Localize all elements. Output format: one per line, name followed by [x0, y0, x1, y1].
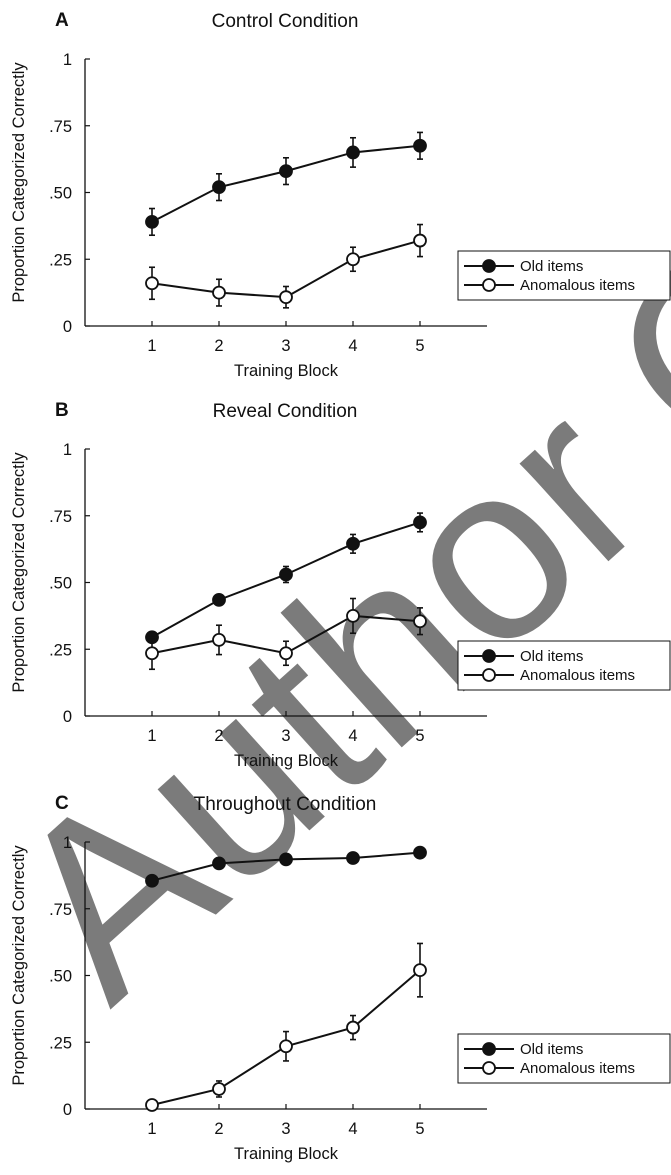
x-tick-label: 4 — [348, 337, 357, 355]
x-tick-label: 3 — [281, 337, 290, 355]
data-point — [212, 633, 226, 647]
y-tick-label: .50 — [49, 968, 72, 986]
data-point — [279, 852, 293, 867]
legend-label: Anomalous items — [520, 277, 635, 294]
x-tick-label: 3 — [281, 727, 290, 745]
y-tick-label: .50 — [49, 185, 72, 203]
data-point — [212, 592, 226, 607]
legend-marker — [482, 668, 496, 682]
data-point — [279, 646, 293, 661]
data-point — [346, 851, 360, 865]
panel-letter: B — [55, 400, 69, 421]
y-tick-label: .50 — [49, 575, 72, 593]
y-tick-label: 0 — [63, 1101, 72, 1119]
x-tick-label: 5 — [415, 1120, 424, 1138]
y-tick-label: .25 — [49, 641, 72, 659]
chart-area: 0 .25 .50 .75 1 1 2 3 4 5 Training Block Proportion… — [10, 834, 671, 1163]
x-axis-label: Training Block — [234, 362, 339, 380]
x-tick-label: 5 — [415, 337, 424, 355]
y-tick-label: .25 — [49, 251, 72, 269]
y-axis-label: Proportion Categorized Correctly — [10, 452, 28, 693]
data-point — [145, 646, 159, 661]
y-tick-label: 1 — [63, 51, 72, 69]
x-tick-label: 1 — [147, 727, 156, 745]
x-tick-label: 3 — [281, 1120, 290, 1138]
panel-b: B Reveal Condition 0 .25 .50 .75 1 1 2 3 4 5 Train… — [10, 400, 671, 770]
data-point — [145, 1098, 159, 1112]
chart-area: 0 .25 .50 .75 1 1 2 3 4 5 Training Block Proportion… — [10, 51, 671, 380]
data-point — [346, 608, 360, 623]
data-point — [346, 536, 360, 551]
y-tick-label: .75 — [49, 508, 72, 526]
y-axis-label: Proportion Categorized Correctly — [10, 845, 28, 1086]
data-point — [279, 290, 293, 305]
y-axis-label: Proportion Categorized Correctly — [10, 62, 28, 303]
data-point — [413, 845, 427, 860]
data-point — [212, 1082, 226, 1096]
legend-marker — [482, 649, 496, 663]
x-axis-label: Training Block — [234, 752, 339, 770]
panel-letter: A — [55, 10, 69, 31]
y-tick-label: 1 — [63, 834, 72, 852]
legend-label: Anomalous items — [520, 667, 635, 684]
legend-marker — [482, 1061, 496, 1075]
x-tick-label: 4 — [348, 1120, 357, 1138]
legend-label: Old items — [520, 648, 583, 665]
data-point — [145, 873, 159, 888]
panel-c: C Throughout Condition 0 .25 .50 .75 1 1 2 3 4 5 T… — [10, 793, 671, 1163]
data-point — [413, 614, 427, 629]
data-point — [145, 276, 159, 291]
legend-label: Old items — [520, 258, 583, 275]
chart-title: Throughout Condition — [194, 794, 377, 815]
y-tick-label: 1 — [63, 441, 72, 459]
panel-letter: C — [55, 793, 69, 814]
legend — [457, 640, 671, 691]
data-point — [346, 1020, 360, 1035]
y-tick-label: 0 — [63, 318, 72, 336]
chart-title: Control Condition — [212, 11, 359, 32]
legend-marker — [482, 1042, 496, 1056]
y-tick-label: .25 — [49, 1034, 72, 1052]
chart-area: 0 .25 .50 .75 1 1 2 3 4 5 Training Block Proportion… — [10, 441, 671, 770]
x-tick-label: 5 — [415, 727, 424, 745]
x-tick-label: 2 — [214, 727, 223, 745]
y-tick-label: .75 — [49, 901, 72, 919]
data-point — [413, 138, 427, 153]
panel-a: A Control Condition 0 .25 .50 .75 1 1 2 3 4 5 Trai… — [10, 10, 671, 380]
legend-label: Anomalous items — [520, 1060, 635, 1077]
data-point — [413, 963, 427, 978]
x-tick-label: 2 — [214, 337, 223, 355]
data-point — [212, 856, 226, 871]
x-tick-label: 1 — [147, 1120, 156, 1138]
data-point — [145, 214, 159, 229]
legend — [457, 1033, 671, 1084]
x-tick-label: 2 — [214, 1120, 223, 1138]
y-tick-label: 0 — [63, 708, 72, 726]
y-tick-label: .75 — [49, 118, 72, 136]
data-point — [212, 180, 226, 195]
data-point — [279, 567, 293, 582]
legend-marker — [482, 278, 496, 292]
data-point — [346, 252, 360, 267]
data-point — [279, 164, 293, 179]
x-tick-label: 1 — [147, 337, 156, 355]
data-point — [279, 1039, 293, 1054]
data-point — [413, 233, 427, 248]
data-point — [212, 285, 226, 300]
legend-label: Old items — [520, 1041, 583, 1058]
data-point — [413, 515, 427, 530]
data-point — [346, 145, 360, 160]
legend — [457, 250, 671, 301]
x-axis-label: Training Block — [234, 1145, 339, 1163]
legend-marker — [482, 259, 496, 273]
chart-title: Reveal Condition — [213, 401, 358, 422]
x-tick-label: 4 — [348, 727, 357, 745]
